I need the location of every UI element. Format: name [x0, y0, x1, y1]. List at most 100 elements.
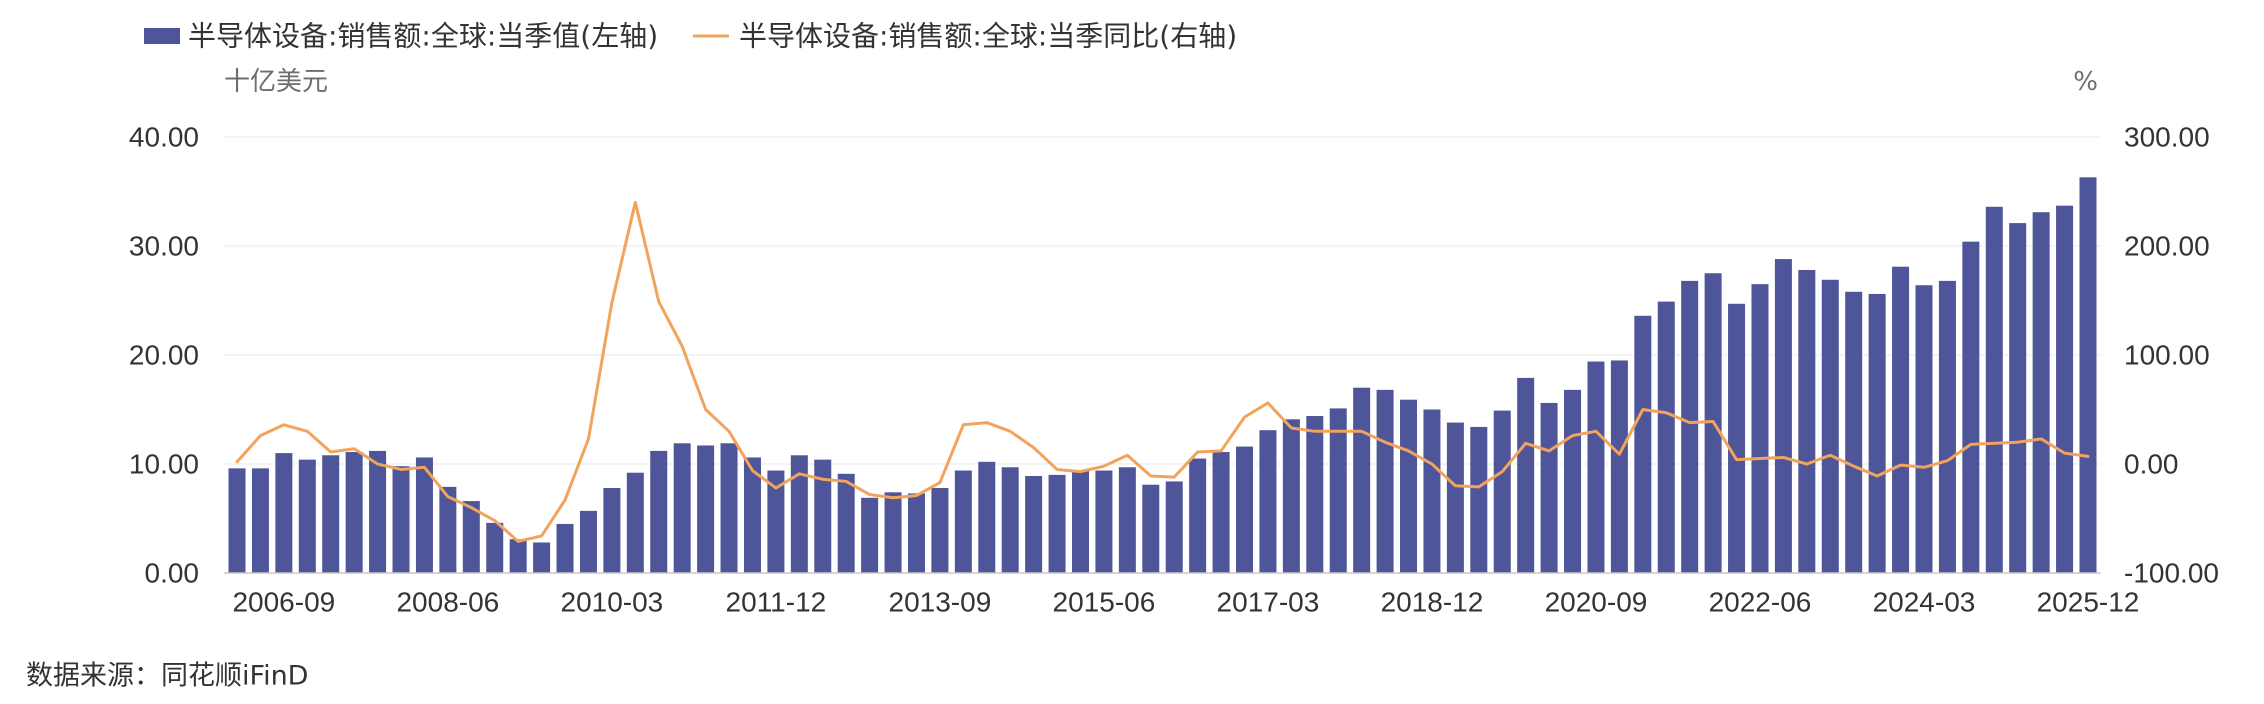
bar-2019-06 [1470, 426, 1488, 573]
bar-2006-06 [251, 468, 269, 573]
legend-line-label: 半导体设备:销售额:全球:当季同比(右轴) [739, 20, 1237, 53]
x-axis-tick-label: 2022-06 [1709, 587, 1812, 618]
bar-2022-09 [1774, 259, 1792, 573]
bar-2023-12 [1892, 266, 1910, 573]
bar-2022-03 [1728, 303, 1746, 573]
bar-2020-06 [1564, 389, 1582, 573]
left-axis-tick-label: 0.00 [145, 558, 200, 589]
bar-2025-12 [2079, 177, 2097, 573]
bar-2019-09 [1493, 410, 1511, 573]
bar-2006-12 [298, 459, 316, 573]
bar-2017-09 [1306, 416, 1324, 573]
bar-2008-03 [415, 457, 433, 573]
bar-2012-12 [861, 497, 879, 573]
x-axis-tick-label: 2006-09 [232, 587, 335, 618]
bar-2019-03 [1446, 422, 1464, 573]
bar-2009-09 [556, 523, 574, 573]
x-axis-tick-label: 2024-03 [1873, 587, 1976, 618]
bar-2019-12 [1517, 377, 1535, 573]
bar-2020-03 [1540, 402, 1558, 573]
right-axis-unit: % [2073, 67, 2098, 97]
x-axis-tick-label: 2020-09 [1545, 587, 1648, 618]
bar-2009-03 [509, 539, 527, 573]
bar-2024-03 [1915, 285, 1933, 573]
bar-2007-09 [369, 450, 387, 573]
x-axis-tick-label: 2025-12 [2037, 587, 2140, 618]
legend-bar-swatch [144, 28, 180, 44]
bar-2023-09 [1868, 293, 1886, 573]
bar-2024-12 [1985, 206, 2003, 573]
bar-2016-06 [1189, 458, 1207, 573]
bar-2016-09 [1212, 452, 1230, 573]
bar-2018-06 [1376, 389, 1394, 573]
bar-2010-12 [673, 443, 691, 573]
left-axis-tick-label: 40.00 [129, 122, 199, 153]
bar-2011-03 [697, 445, 715, 573]
bar-2008-12 [486, 522, 504, 573]
bar-2007-06 [345, 452, 363, 573]
bar-2023-06 [1845, 291, 1863, 573]
bar-2010-09 [650, 450, 668, 573]
right-axis-tick-label: 0.00 [2124, 449, 2179, 480]
right-axis-ticks: -100.00 0.00 100.00 200.00 300.00 [2124, 122, 2219, 589]
x-axis-tick-label: 2018-12 [1381, 587, 1484, 618]
bar-2011-12 [767, 470, 785, 573]
bar-2013-09 [931, 487, 949, 573]
bar-2014-06 [1001, 467, 1019, 573]
bar-2006-09 [275, 453, 293, 573]
bar-2008-09 [462, 501, 480, 573]
right-axis-tick-label: -100.00 [2124, 558, 2219, 589]
left-axis-unit: 十亿美元 [224, 67, 328, 97]
bar-2012-03 [790, 455, 808, 573]
bar-2021-03 [1634, 315, 1652, 573]
bar-2012-09 [837, 473, 855, 573]
bar-2020-12 [1610, 360, 1628, 573]
left-axis-tick-label: 20.00 [129, 340, 199, 371]
bar-2014-09 [1025, 475, 1043, 573]
x-axis-tick-label: 2017-03 [1217, 587, 1320, 618]
bar-2018-12 [1423, 409, 1441, 573]
bar-2017-06 [1282, 419, 1300, 573]
right-axis-tick-label: 100.00 [2124, 340, 2210, 371]
bar-2022-06 [1751, 284, 1769, 573]
bar-2021-09 [1681, 280, 1699, 573]
bar-2007-12 [392, 466, 410, 573]
bar-2025-03 [2009, 223, 2027, 574]
line-series [235, 200, 2090, 543]
x-axis-tick-label: 2011-12 [726, 587, 827, 618]
bar-2014-12 [1048, 474, 1066, 573]
bar-2016-12 [1236, 446, 1254, 573]
bar-2011-06 [720, 443, 738, 573]
bar-2024-09 [1962, 241, 1980, 573]
bar-2013-03 [884, 492, 902, 573]
bar-2013-06 [907, 493, 925, 573]
yoy-line [235, 200, 2090, 543]
source-note: 数据来源：同花顺iFinD [26, 661, 308, 692]
bar-2022-12 [1798, 269, 1816, 573]
x-axis-tick-label: 2010-03 [561, 587, 664, 618]
gridlines [224, 136, 2101, 465]
left-axis-tick-label: 10.00 [129, 449, 199, 480]
bar-2007-03 [322, 455, 340, 573]
x-axis-tick-label: 2013-09 [889, 587, 992, 618]
bar-2024-06 [1938, 280, 1956, 573]
bar-2015-09 [1118, 467, 1136, 573]
bar-2014-03 [978, 461, 996, 573]
bar-2016-03 [1165, 481, 1183, 573]
x-axis-tick-label: 2008-06 [396, 587, 499, 618]
bar-2017-03 [1259, 430, 1277, 573]
bar-2021-06 [1657, 301, 1675, 573]
bar-2017-12 [1329, 408, 1347, 573]
bar-2006-03 [228, 468, 246, 573]
bar-2013-12 [954, 470, 972, 573]
bar-2009-06 [533, 542, 551, 573]
bar-2025-06 [2032, 212, 2050, 573]
bar-2015-12 [1142, 484, 1160, 573]
bar-2023-03 [1821, 279, 1839, 573]
bar-2008-06 [439, 486, 457, 573]
bar-2012-06 [814, 459, 832, 573]
bar-series [228, 177, 2097, 574]
bar-2015-06 [1095, 470, 1113, 573]
legend-bar-label: 半导体设备:销售额:全球:当季值(左轴) [188, 20, 658, 53]
